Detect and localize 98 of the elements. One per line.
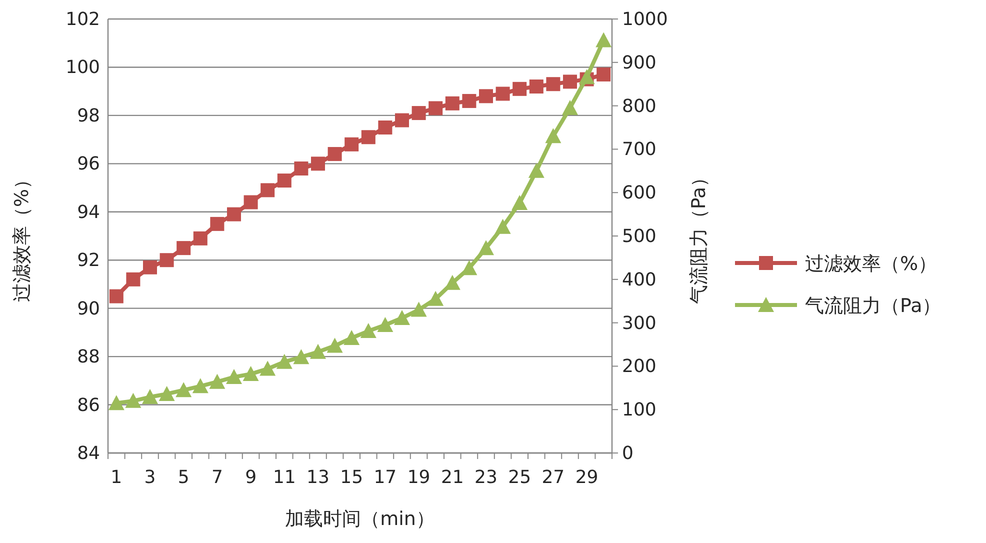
legend-label: 过滤效率（%）: [805, 253, 938, 275]
y-axis-title: 过滤效率（%）: [11, 170, 33, 302]
point: [326, 338, 343, 353]
point: [242, 366, 259, 382]
point: [311, 156, 325, 171]
y-tick-label: 98: [77, 105, 100, 126]
y2-tick-label: 900: [622, 52, 656, 74]
x-tick-label: 19: [407, 467, 430, 488]
y-tick-label: 88: [77, 346, 100, 368]
x-tick-label: 11: [272, 467, 296, 488]
point: [428, 290, 444, 306]
point: [328, 147, 342, 162]
y-tick-label: 92: [77, 250, 100, 272]
point: [462, 94, 476, 108]
y-tick-label: 84: [77, 443, 100, 464]
point: [158, 386, 175, 401]
point: [545, 128, 562, 144]
x-tick-label: 17: [374, 467, 397, 488]
point: [126, 272, 140, 286]
point: [512, 195, 528, 210]
x-tick-label: 23: [474, 467, 498, 488]
y2-tick-label: 800: [622, 96, 656, 117]
point: [125, 392, 142, 408]
y-tick-label: 86: [77, 394, 100, 416]
point: [176, 382, 192, 398]
y2-tick-label: 0: [622, 443, 634, 464]
point: [210, 216, 224, 231]
y2-tick-label: 600: [622, 182, 656, 204]
x-tick-label: 21: [440, 467, 464, 488]
point: [494, 218, 511, 234]
point: [512, 82, 527, 96]
x-tick-label: 5: [178, 467, 190, 488]
y2-tick-label: 400: [622, 269, 656, 290]
y2-tick-label: 700: [622, 139, 656, 160]
point: [529, 80, 544, 94]
y2-tick-label: 500: [622, 226, 656, 247]
point: [377, 316, 394, 332]
point: [344, 330, 360, 345]
point: [479, 89, 493, 104]
y2-tick-label: 300: [622, 312, 656, 334]
x-tick-label: 27: [542, 467, 565, 488]
point: [410, 302, 427, 317]
point: [562, 100, 578, 115]
point: [344, 137, 359, 152]
point: [412, 106, 426, 120]
x-tick-label: 29: [575, 467, 598, 488]
point: [143, 260, 157, 274]
point: [361, 130, 376, 144]
point: [176, 241, 191, 256]
point: [596, 67, 611, 82]
point: [394, 310, 410, 326]
y-tick-label: 94: [77, 202, 100, 223]
y-tick-label: 96: [77, 154, 100, 175]
y2-axis-title: 气流阻力（Pa）: [688, 168, 710, 304]
x-tick-label: 3: [144, 467, 156, 488]
x-tick-label: 9: [245, 467, 257, 488]
point: [193, 231, 208, 246]
x-tick-label: 7: [211, 467, 223, 488]
x-tick-label: 25: [508, 467, 532, 488]
point: [378, 120, 392, 134]
point: [244, 195, 258, 210]
point: [277, 174, 292, 188]
point: [596, 32, 612, 48]
point: [445, 96, 460, 110]
legend-label: 气流阻力（Pa）: [805, 295, 942, 317]
point: [192, 378, 208, 394]
point: [142, 389, 158, 404]
point: [109, 289, 124, 304]
y2-tick-label: 100: [622, 400, 656, 421]
point: [227, 207, 241, 222]
point: [294, 161, 308, 176]
x-tick-label: 15: [340, 467, 364, 488]
point: [310, 344, 326, 359]
y-tick-label: 102: [66, 9, 100, 30]
point: [260, 183, 275, 198]
point: [276, 354, 292, 369]
x-tick-label: 13: [306, 467, 330, 488]
point: [496, 86, 510, 101]
y-tick-label: 100: [66, 57, 100, 78]
point: [428, 101, 443, 116]
point: [360, 323, 376, 338]
y-tick-label: 90: [77, 298, 100, 320]
point: [293, 349, 310, 364]
point: [478, 240, 494, 256]
x-axis-title: 加载时间（min）: [285, 508, 435, 530]
point: [395, 113, 409, 128]
point: [209, 374, 226, 389]
y2-tick-label: 1000: [622, 9, 668, 30]
point: [528, 162, 544, 178]
point: [226, 369, 242, 384]
point: [578, 69, 595, 84]
point: [563, 74, 577, 89]
point: [260, 360, 276, 376]
point: [160, 253, 174, 268]
point: [546, 77, 560, 92]
x-tick-label: 1: [110, 467, 122, 488]
point: [108, 395, 124, 410]
y2-tick-label: 200: [622, 356, 656, 378]
